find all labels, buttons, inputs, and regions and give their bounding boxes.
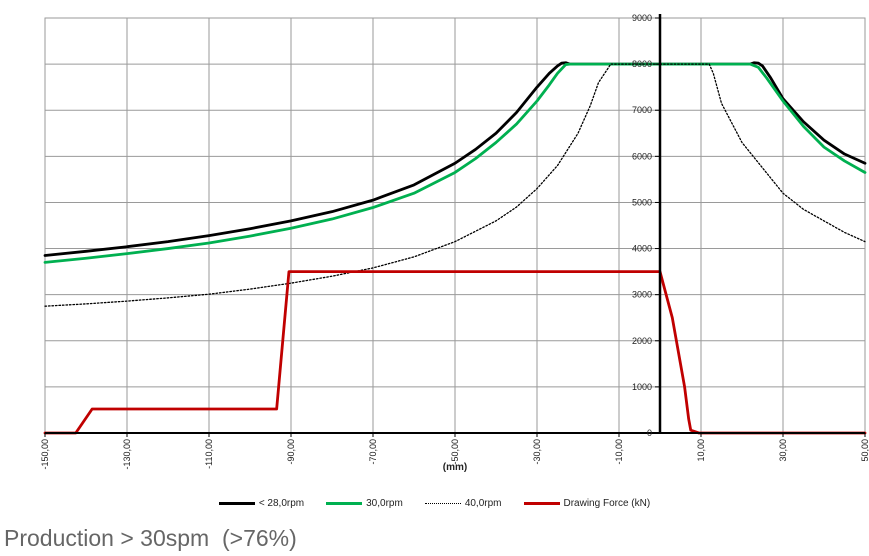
chart-gridlines: [44, 17, 866, 434]
legend-swatch: [218, 502, 255, 505]
series-line-2: [43, 62, 867, 264]
y-tick-label: 0: [647, 428, 652, 438]
legend-label: Drawing Force (kN): [563, 498, 651, 509]
y-tick-label: 2000: [632, 336, 652, 346]
y-tick-label: 4000: [632, 244, 652, 254]
legend-item-1: < 28,0rpm: [218, 498, 305, 509]
x-tick-label: -90,00: [286, 439, 296, 465]
y-tick-label: 7000: [632, 105, 652, 115]
y-tick-label: 6000: [632, 151, 652, 161]
y-tick-label: 5000: [632, 197, 652, 207]
legend-label: < 28,0rpm: [258, 498, 305, 509]
y-tick-label: 3000: [632, 290, 652, 300]
legend-label: 30,0rpm: [366, 498, 403, 509]
x-tick-label: -110,00: [204, 439, 214, 469]
x-axis-title: (mm): [443, 462, 467, 473]
legend-label: 40,0rpm: [464, 498, 502, 509]
y-tick-label: 1000: [632, 382, 652, 392]
legend-swatch: [326, 502, 363, 505]
chart: 0 1000 2000 3000 4000 5000 6000 7000 8000 9000 -15…: [40, 13, 869, 473]
x-tick-label: -50,00: [450, 439, 460, 465]
series-line-3: [44, 63, 866, 307]
x-tick-label: -30,00: [532, 439, 542, 465]
y-tick-label: 8000: [632, 59, 652, 69]
legend-swatch: [523, 502, 560, 505]
chart-legend: < 28,0rpm 30,0rpm 40,0rpm Drawing Force (kN…: [0, 498, 869, 509]
chart-tick-labels: 0 1000 2000 3000 4000 5000 6000 7000 8000 9000 -15…: [40, 13, 869, 470]
chart-series: [43, 61, 867, 435]
x-tick-label: 30,00: [778, 439, 788, 462]
x-tick-label: -70,00: [368, 439, 378, 465]
series-line-1: [43, 61, 867, 257]
series-line-4: [43, 270, 867, 435]
x-tick-label: -10,00: [614, 439, 624, 465]
x-tick-label: 10,00: [696, 439, 706, 462]
x-tick-label: -150,00: [40, 439, 50, 470]
legend-item-4: Drawing Force (kN): [523, 498, 651, 509]
x-tick-label: -130,00: [122, 439, 132, 470]
y-tick-label: 9000: [632, 13, 652, 23]
x-tick-label: 50,00: [860, 439, 869, 462]
legend-item-3: 40,0rpm: [424, 498, 502, 509]
legend-swatch: [424, 503, 461, 504]
caption: Production > 30spm (>76%): [4, 525, 297, 551]
legend-item-2: 30,0rpm: [326, 498, 403, 509]
chart-axes: [44, 14, 866, 437]
